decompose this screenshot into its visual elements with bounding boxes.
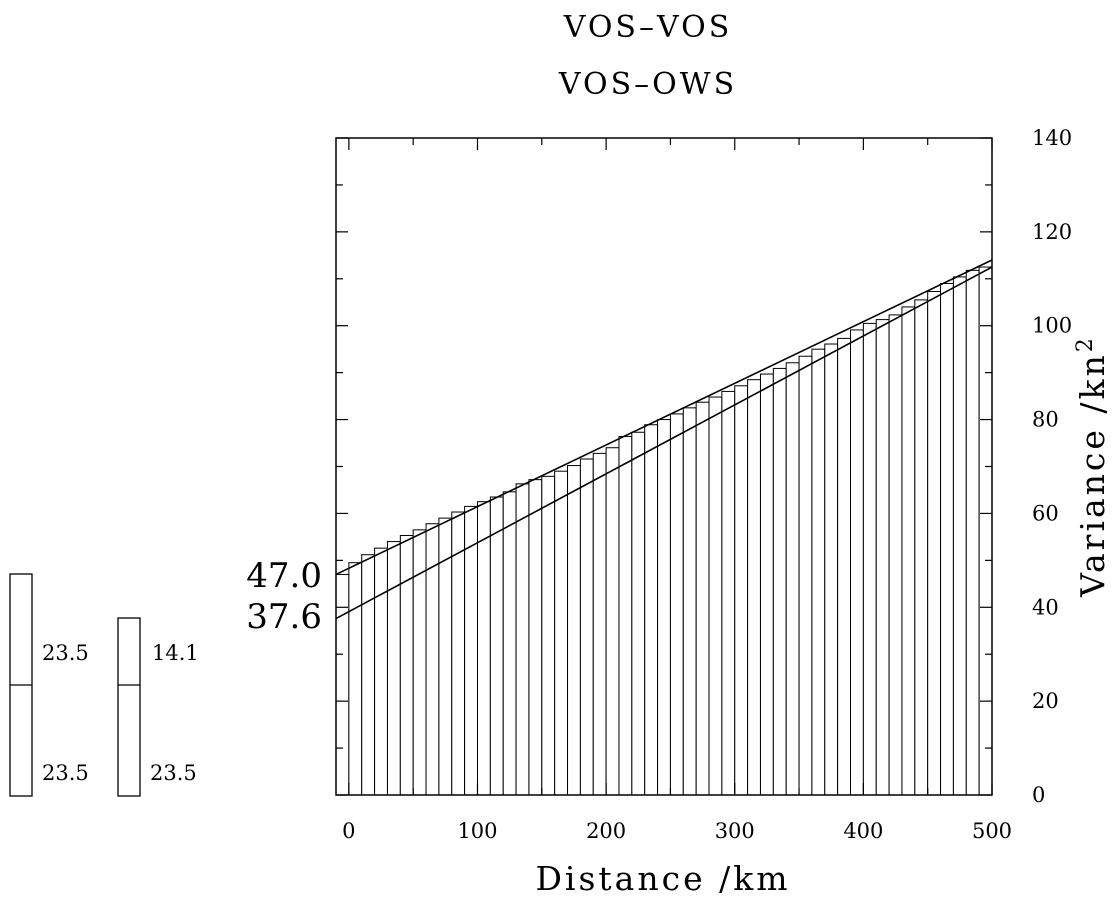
fit-line-vos-vos bbox=[335, 259, 993, 576]
bar-vos-vos bbox=[747, 379, 761, 796]
bar-vos-vos bbox=[515, 483, 530, 796]
chart-title: VOS–VOS VOS–OWS bbox=[558, 10, 737, 102]
y-tick-label: 20 bbox=[1032, 689, 1059, 713]
intercept-label-vos-vos: 47.0 bbox=[246, 556, 322, 596]
bar-vos-vos bbox=[669, 413, 684, 796]
x-tick-label: 400 bbox=[843, 819, 883, 843]
bar-vos-vos bbox=[862, 322, 877, 796]
bar-vos-vos bbox=[914, 299, 929, 796]
bar-vos-vos bbox=[875, 319, 890, 796]
x-tick-labels: 0 100 200 300 400 500 bbox=[342, 819, 1012, 843]
y-axis-label-text: Variance /kn bbox=[1073, 352, 1112, 598]
y-tick-label: 0 bbox=[1032, 783, 1045, 807]
bar-vos-vos bbox=[592, 452, 607, 796]
bar-vos-vos bbox=[489, 496, 504, 796]
y-tick-label: 140 bbox=[1032, 126, 1072, 150]
bar-vos-vos bbox=[811, 348, 826, 796]
bar-vos-vos bbox=[528, 479, 543, 796]
bar-vos-vos bbox=[824, 343, 839, 796]
bar-vos-vos bbox=[605, 447, 620, 796]
x-tick-label: 300 bbox=[715, 819, 755, 843]
x-tick-label: 100 bbox=[457, 819, 497, 843]
bar-vos-vos bbox=[708, 396, 723, 796]
variance-box-lower-label: 23.5 bbox=[150, 761, 197, 785]
bar-vos-vos bbox=[579, 458, 594, 796]
bar-vos-vos bbox=[348, 562, 363, 796]
axis-ticks bbox=[336, 137, 993, 796]
title-line-2: VOS–OWS bbox=[558, 67, 737, 102]
bar-vos-vos bbox=[644, 424, 659, 796]
y-tick-label: 120 bbox=[1032, 220, 1072, 244]
y-tick-labels: 0 20 40 60 80 100 120 140 bbox=[1032, 126, 1072, 807]
series-vos-vos-bars bbox=[335, 266, 993, 796]
variance-box-frame bbox=[117, 617, 141, 797]
x-tick-label: 500 bbox=[972, 819, 1012, 843]
bar-vos-vos bbox=[759, 373, 774, 796]
y-tick-label: 80 bbox=[1032, 408, 1059, 432]
y-axis-label: Variance /kn2 bbox=[1073, 335, 1113, 598]
variance-box-upper-label: 14.1 bbox=[152, 641, 199, 665]
bar-vos-vos bbox=[412, 529, 427, 796]
bar-vos-vos bbox=[952, 276, 967, 796]
bar-vos-vos bbox=[399, 534, 414, 796]
x-tick-label: 200 bbox=[586, 819, 626, 843]
bar-vos-vos bbox=[502, 491, 517, 796]
bar-vos-vos bbox=[940, 282, 954, 796]
bar-vos-vos bbox=[965, 269, 980, 796]
bar-vos-vos bbox=[374, 547, 388, 796]
intercept-label-vos-ows: 37.6 bbox=[246, 597, 322, 637]
y-axis-label-superscript: 2 bbox=[1073, 335, 1098, 352]
title-line-1: VOS–VOS bbox=[563, 10, 733, 45]
bar-vos-vos bbox=[785, 362, 800, 796]
bar-vos-vos bbox=[798, 355, 813, 796]
bar-vos-vos bbox=[695, 401, 710, 796]
bar-vos-vos bbox=[554, 470, 569, 796]
bar-vos-vos bbox=[734, 385, 749, 796]
y-tick-label: 40 bbox=[1032, 595, 1059, 619]
bar-vos-vos bbox=[541, 475, 556, 796]
variance-box-vos-ows: 14.1 23.5 bbox=[117, 617, 199, 797]
bar-vos-vos bbox=[888, 314, 903, 796]
bar-vos-vos bbox=[927, 290, 942, 796]
x-tick-label: 0 bbox=[342, 819, 355, 843]
regression-lines bbox=[335, 259, 993, 620]
bar-vos-vos bbox=[850, 329, 864, 796]
bar-vos-vos bbox=[682, 407, 697, 796]
variance-box-upper-label: 23.5 bbox=[42, 641, 89, 665]
bar-vos-vos bbox=[451, 511, 466, 796]
bar-vos-vos bbox=[476, 501, 491, 796]
variance-box-vos-vos: 23.5 23.5 bbox=[9, 573, 89, 797]
bar-vos-vos bbox=[901, 306, 916, 796]
bar-vos-vos bbox=[567, 465, 581, 796]
bar-vos-vos bbox=[631, 431, 646, 796]
bar-vos-vos bbox=[386, 541, 401, 796]
bar-vos-vos bbox=[618, 435, 633, 796]
fit-line-vos-ows bbox=[335, 266, 993, 620]
bar-vos-vos bbox=[464, 505, 478, 796]
variance-box-lower-label: 23.5 bbox=[42, 761, 89, 785]
y-tick-label: 100 bbox=[1032, 314, 1072, 338]
bar-vos-vos bbox=[657, 419, 671, 796]
bar-vos-vos bbox=[772, 367, 787, 796]
y-tick-label: 60 bbox=[1032, 501, 1059, 525]
bar-vos-vos bbox=[837, 337, 852, 796]
x-axis-label: Distance /km bbox=[535, 859, 790, 898]
bar-vos-vos bbox=[721, 390, 736, 796]
bar-vos-vos bbox=[361, 554, 376, 796]
bar-vos-vos bbox=[978, 266, 993, 796]
